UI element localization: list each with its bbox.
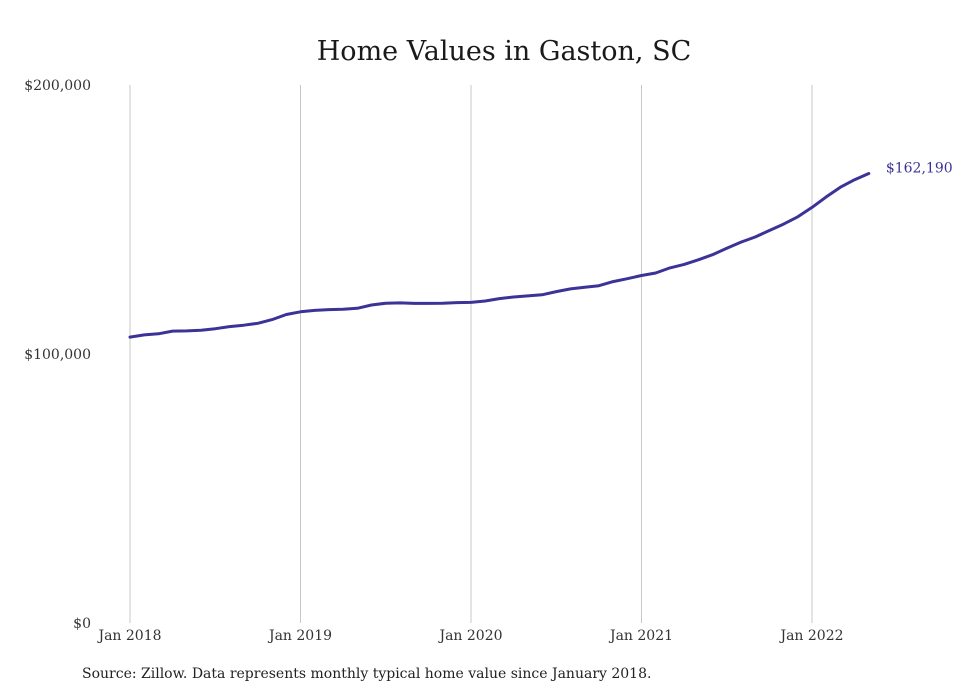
- x-tick-label: Jan 2019: [267, 628, 332, 644]
- x-tick-label: Jan 2022: [778, 628, 843, 644]
- x-tick-label: Jan 2020: [437, 628, 502, 644]
- x-tick-label: Jan 2018: [96, 628, 161, 644]
- x-axis-ticks: Jan 2018 Jan 2019 Jan 2020 Jan 2021 Jan 2022: [96, 628, 843, 644]
- series-group: [128, 172, 871, 339]
- home-values-chart: Home Values in Gaston, SC $0 $100,000 $200…: [24, 36, 953, 644]
- y-tick-label: $0: [73, 616, 91, 632]
- y-tick-label: $200,000: [24, 78, 91, 94]
- x-tick-label: Jan 2021: [608, 628, 673, 644]
- y-tick-label: $100,000: [24, 347, 91, 363]
- end-value-label: $162,190: [886, 161, 953, 177]
- gridlines: [129, 85, 813, 623]
- y-axis-ticks: $0 $100,000 $200,000: [24, 78, 91, 632]
- source-note: Source: Zillow. Data represents monthly …: [82, 666, 652, 682]
- series-line: [128, 172, 871, 339]
- chart-title: Home Values in Gaston, SC: [317, 36, 691, 67]
